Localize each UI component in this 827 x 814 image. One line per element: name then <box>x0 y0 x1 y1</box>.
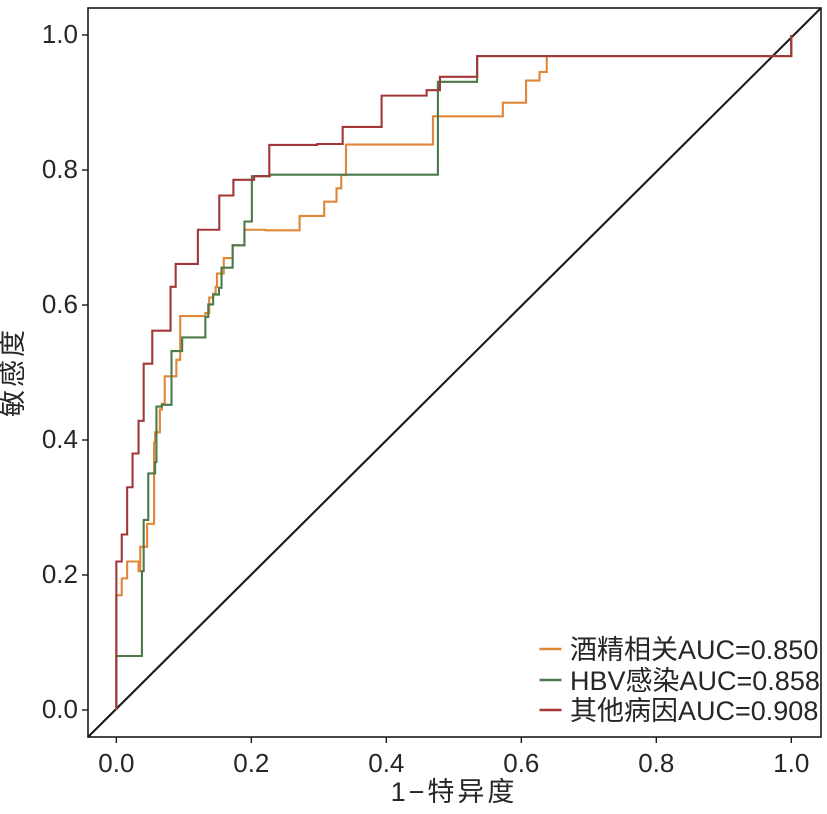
svg-text:0.0: 0.0 <box>42 694 78 724</box>
svg-text:敏感度: 敏感度 <box>0 327 28 417</box>
svg-text:HBV感染AUC=0.858: HBV感染AUC=0.858 <box>570 666 820 696</box>
svg-text:0.6: 0.6 <box>42 289 78 319</box>
svg-text:1−特异度: 1−特异度 <box>391 777 518 807</box>
svg-text:0.0: 0.0 <box>98 748 134 778</box>
svg-text:0.6: 0.6 <box>503 748 539 778</box>
svg-text:其他病因AUC=0.908: 其他病因AUC=0.908 <box>570 696 818 726</box>
svg-text:0.8: 0.8 <box>42 154 78 184</box>
svg-text:1.0: 1.0 <box>773 748 809 778</box>
svg-text:1.0: 1.0 <box>42 19 78 49</box>
svg-text:0.8: 0.8 <box>638 748 674 778</box>
svg-text:0.4: 0.4 <box>42 424 78 454</box>
svg-text:0.4: 0.4 <box>368 748 404 778</box>
svg-text:0.2: 0.2 <box>42 559 78 589</box>
svg-text:0.2: 0.2 <box>233 748 269 778</box>
svg-text:酒精相关AUC=0.850: 酒精相关AUC=0.850 <box>570 635 818 665</box>
